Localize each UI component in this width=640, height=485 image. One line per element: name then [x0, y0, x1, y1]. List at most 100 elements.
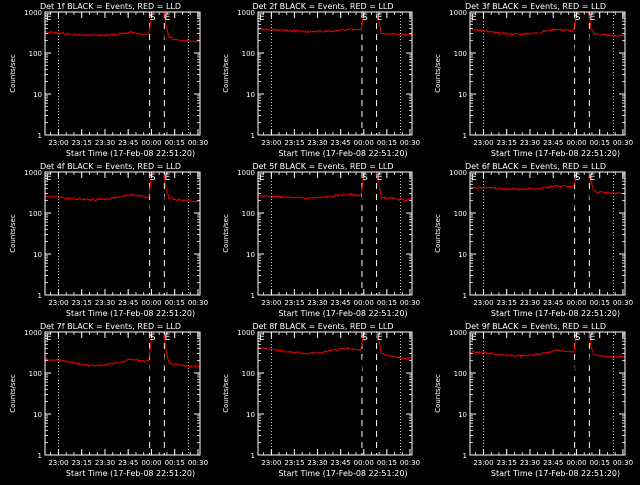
y-tick-label: 100 — [454, 210, 467, 218]
flare-marker-s: S — [362, 333, 368, 343]
series-line-events — [258, 172, 412, 212]
x-tick-label: 23:00 — [48, 139, 68, 147]
x-tick-label: 00:15 — [590, 459, 610, 467]
y-tick-label: 1 — [38, 452, 42, 460]
series-line-lld — [258, 12, 412, 37]
plot-frame — [44, 11, 201, 136]
corner-marker-e: E — [471, 13, 477, 23]
chart-title: Det 8f BLACK = Events, RED = LLD — [252, 322, 393, 331]
x-tick-label: 00:00 — [566, 139, 586, 147]
x-tick-label: 00:30 — [188, 459, 208, 467]
y-tick-label: 100 — [242, 370, 255, 378]
x-tick-label: 00:30 — [613, 299, 633, 307]
x-tick-label: 23:00 — [261, 459, 281, 467]
y-axis-label: Counts/sec — [222, 54, 230, 93]
plot-frame — [469, 11, 626, 136]
corner-marker-e: E — [259, 13, 265, 23]
x-tick-label: 23:00 — [473, 139, 493, 147]
x-tick-label: 00:15 — [377, 459, 397, 467]
chart-panel-4: Det 4f BLACK = Events, RED = LLD Counts/s… — [9, 162, 208, 318]
flare-marker-s: S — [362, 173, 368, 183]
y-axis-label: Counts/sec — [434, 214, 442, 253]
x-tick-label: 23:15 — [497, 459, 517, 467]
x-tick-label: 23:45 — [118, 299, 138, 307]
y-tick-label: 10 — [33, 411, 42, 419]
series-line-lld — [258, 332, 412, 361]
y-tick-label: 100 — [242, 210, 255, 218]
chart-title: Det 7f BLACK = Events, RED = LLD — [40, 322, 181, 331]
x-tick-label: 00:30 — [613, 139, 633, 147]
x-tick-label: 00:30 — [188, 299, 208, 307]
x-tick-label: 00:00 — [141, 139, 161, 147]
y-axis-label: Counts/sec — [9, 214, 17, 253]
plot-frame — [469, 331, 626, 456]
flare-marker-s: S — [150, 173, 156, 183]
corner-marker-e: E — [471, 333, 477, 343]
y-tick-label: 1000 — [449, 169, 467, 177]
y-tick-label: 100 — [29, 370, 42, 378]
y-axis-label: Counts/sec — [434, 54, 442, 93]
x-tick-label: 23:15 — [284, 459, 304, 467]
chart-title: Det 4f BLACK = Events, RED = LLD — [40, 162, 181, 171]
corner-marker-e: E — [259, 333, 265, 343]
x-tick-label: 23:00 — [473, 459, 493, 467]
x-tick-label: 23:15 — [497, 139, 517, 147]
y-tick-label: 1000 — [237, 329, 255, 337]
x-tick-label: 23:45 — [118, 459, 138, 467]
y-axis-label: Counts/sec — [9, 54, 17, 93]
x-axis-label: Start Time (17-Feb-08 22:51:20) — [278, 309, 407, 318]
y-tick-label: 100 — [29, 50, 42, 58]
series-line-lld — [470, 332, 625, 359]
x-axis-label: Start Time (17-Feb-08 22:51:20) — [491, 309, 620, 318]
x-tick-label: 23:30 — [307, 459, 327, 467]
chart-title: Det 3f BLACK = Events, RED = LLD — [465, 2, 606, 11]
x-tick-label: 00:00 — [354, 299, 374, 307]
x-tick-label: 23:30 — [307, 139, 327, 147]
corner-marker-e: E — [46, 13, 52, 23]
flare-marker-e: E — [377, 333, 383, 343]
x-axis-label: Start Time (17-Feb-08 22:51:20) — [278, 149, 407, 158]
chart-panel-9: Det 9f BLACK = Events, RED = LLD Counts/s… — [434, 322, 633, 478]
x-tick-label: 23:00 — [48, 459, 68, 467]
y-tick-label: 1 — [251, 132, 255, 140]
y-tick-label: 1000 — [24, 9, 42, 17]
flare-marker-s: S — [150, 333, 156, 343]
y-tick-label: 1000 — [449, 329, 467, 337]
plot-frame — [257, 11, 413, 136]
y-tick-label: 1000 — [237, 9, 255, 17]
flare-marker-e: E — [165, 13, 171, 23]
series-line-events — [470, 13, 625, 61]
x-tick-label: 00:15 — [165, 139, 185, 147]
x-tick-label: 00:00 — [566, 299, 586, 307]
x-tick-label: 00:30 — [400, 459, 420, 467]
x-axis-label: Start Time (17-Feb-08 22:51:20) — [491, 469, 620, 478]
x-tick-label: 23:15 — [72, 459, 92, 467]
y-tick-label: 1000 — [237, 169, 255, 177]
x-tick-label: 00:15 — [590, 299, 610, 307]
x-tick-label: 23:45 — [118, 139, 138, 147]
x-axis-label: Start Time (17-Feb-08 22:51:20) — [66, 469, 195, 478]
flare-marker-e: E — [590, 13, 596, 23]
series-line-events — [45, 332, 200, 386]
y-tick-label: 1 — [251, 452, 255, 460]
y-tick-label: 10 — [458, 91, 467, 99]
x-tick-label: 23:45 — [543, 139, 563, 147]
x-tick-label: 23:15 — [284, 299, 304, 307]
y-axis-label: Counts/sec — [434, 374, 442, 413]
y-tick-label: 100 — [29, 210, 42, 218]
corner-marker-e: E — [46, 333, 52, 343]
x-tick-label: 00:30 — [188, 139, 208, 147]
x-tick-label: 23:45 — [331, 299, 351, 307]
chart-panel-8: Det 8f BLACK = Events, RED = LLD Counts/s… — [222, 322, 420, 478]
flare-marker-e: E — [377, 13, 383, 23]
series-line-events — [470, 332, 625, 382]
x-tick-label: 00:00 — [141, 459, 161, 467]
y-tick-label: 1 — [463, 132, 467, 140]
x-tick-label: 00:00 — [141, 299, 161, 307]
x-tick-label: 23:30 — [520, 139, 540, 147]
x-tick-label: 00:15 — [377, 139, 397, 147]
plot-frame — [257, 331, 413, 456]
y-axis-label: Counts/sec — [222, 374, 230, 413]
y-axis-label: Counts/sec — [222, 214, 230, 253]
